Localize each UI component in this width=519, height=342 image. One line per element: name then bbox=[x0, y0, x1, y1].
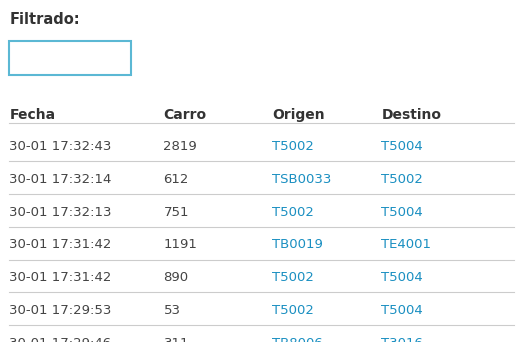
Text: T5002: T5002 bbox=[272, 140, 315, 153]
Text: T5004: T5004 bbox=[381, 304, 423, 317]
FancyBboxPatch shape bbox=[9, 41, 131, 75]
Text: T5004: T5004 bbox=[381, 140, 423, 153]
Text: Filtrado:: Filtrado: bbox=[9, 12, 80, 27]
Text: T5002: T5002 bbox=[272, 304, 315, 317]
Text: 1191: 1191 bbox=[163, 238, 197, 251]
Text: 612: 612 bbox=[163, 173, 189, 186]
Text: T5002: T5002 bbox=[272, 206, 315, 219]
Text: 53: 53 bbox=[163, 304, 181, 317]
Text: T5004: T5004 bbox=[381, 271, 423, 284]
Text: 30-01 17:31:42: 30-01 17:31:42 bbox=[9, 238, 112, 251]
Text: 30-01 17:29:46: 30-01 17:29:46 bbox=[9, 337, 112, 342]
Text: T5002: T5002 bbox=[272, 271, 315, 284]
Text: 30-01 17:29:53: 30-01 17:29:53 bbox=[9, 304, 112, 317]
Text: 751: 751 bbox=[163, 206, 189, 219]
Text: 30-01 17:32:43: 30-01 17:32:43 bbox=[9, 140, 112, 153]
Text: T5002: T5002 bbox=[381, 173, 424, 186]
Text: T3016: T3016 bbox=[381, 337, 424, 342]
Text: 30-01 17:32:13: 30-01 17:32:13 bbox=[9, 206, 112, 219]
Text: Fecha: Fecha bbox=[9, 108, 56, 122]
Text: Carro: Carro bbox=[163, 108, 207, 122]
Text: 890: 890 bbox=[163, 271, 188, 284]
Text: TB0019: TB0019 bbox=[272, 238, 323, 251]
Text: 30-01 17:32:14: 30-01 17:32:14 bbox=[9, 173, 112, 186]
Text: 30-01 17:31:42: 30-01 17:31:42 bbox=[9, 271, 112, 284]
Text: TSB0033: TSB0033 bbox=[272, 173, 332, 186]
Text: TE4001: TE4001 bbox=[381, 238, 431, 251]
Text: 311: 311 bbox=[163, 337, 189, 342]
Text: 2819: 2819 bbox=[163, 140, 197, 153]
Text: Destino: Destino bbox=[381, 108, 442, 122]
Text: TB8006: TB8006 bbox=[272, 337, 323, 342]
Text: Origen: Origen bbox=[272, 108, 325, 122]
Text: T5004: T5004 bbox=[381, 206, 423, 219]
